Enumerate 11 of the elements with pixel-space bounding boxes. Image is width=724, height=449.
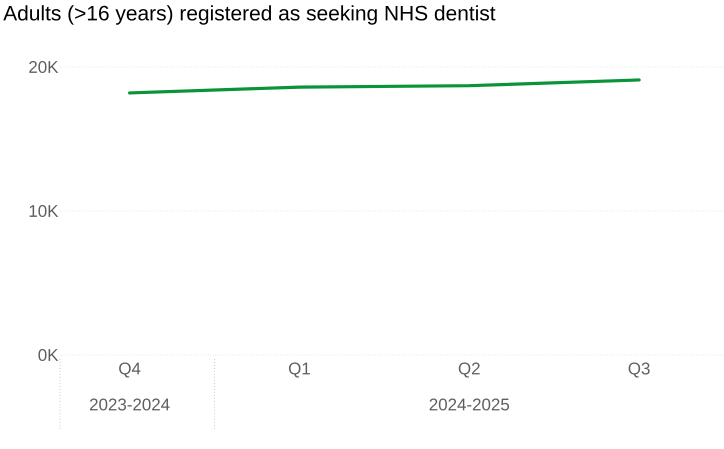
x-tick-label: Q1: [288, 362, 310, 378]
x-tick-label: Q2: [458, 362, 480, 378]
y-tick-label: 0K: [38, 348, 58, 361]
chart-title: Adults (>16 years) registered as seeking NHS dentist: [3, 5, 496, 25]
x-tick-label: Q3: [628, 362, 650, 378]
text: 2023-2024: [90, 398, 170, 411]
line-series: [128, 78, 641, 95]
y-tick-label: 20K: [29, 60, 58, 73]
x-tick-label: Q4: [119, 362, 140, 378]
y-tick-label: 10K: [30, 204, 58, 217]
text: 2024-2025: [430, 398, 510, 411]
